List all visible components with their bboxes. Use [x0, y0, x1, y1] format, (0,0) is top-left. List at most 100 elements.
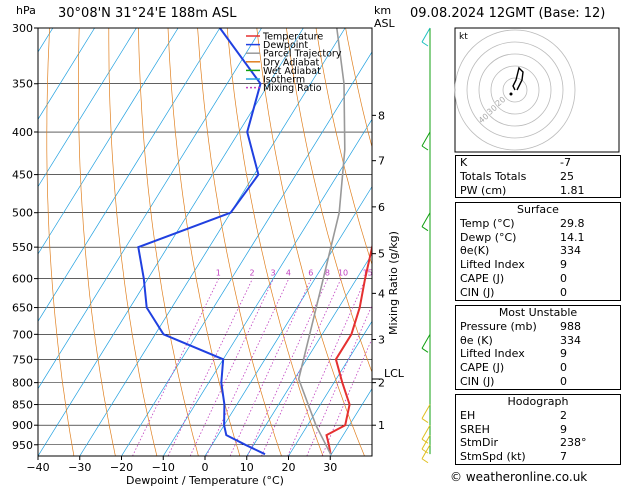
hodograph-frame: [454, 27, 620, 153]
dry-adiabat-line: [197, 28, 282, 456]
wind-barb: [421, 347, 429, 353]
table-row: Lifted Index 9: [456, 258, 620, 272]
row-value: -7: [560, 156, 571, 169]
mixing-ratio-label: 3: [270, 269, 275, 278]
row-label: Totals Totals: [460, 169, 527, 183]
mixing-ratio-axis-label: Mixing Ratio (g/kg): [387, 231, 400, 335]
pressure-label: 600: [12, 273, 33, 286]
table-title: Hodograph: [507, 395, 569, 408]
km-label: 8: [378, 109, 385, 122]
table-row: StmSpd (kt) 7: [456, 450, 620, 464]
legend-item: Dry Adiabat: [263, 57, 320, 68]
pressure-label: 350: [12, 78, 33, 91]
dry-adiabat-line: [286, 28, 372, 374]
row-value: 2: [560, 408, 567, 422]
row-label: θe(K): [460, 244, 490, 258]
isotherm-line: [79, 28, 346, 456]
pressure-label: 700: [12, 328, 33, 341]
isotherm-line: [38, 28, 262, 390]
legend-item: Dewpoint: [263, 40, 308, 51]
table-row: Temp (°C) 29.8: [456, 217, 620, 231]
row-label: CIN (J): [460, 285, 495, 299]
table-row: Dewp (°C) 14.1: [456, 231, 620, 245]
temp-label: −30: [68, 461, 91, 474]
mixing-ratio-label: 10: [338, 269, 348, 278]
table-title: Surface: [517, 203, 559, 216]
mixing-ratio-line: [321, 337, 372, 456]
dry-adiabat-line: [226, 28, 324, 456]
datetime-title: 09.08.2024 12GMT (Base: 12): [410, 6, 606, 21]
isotherm-line: [0, 28, 11, 456]
row-label: CIN (J): [460, 374, 495, 388]
row-value: 14.1: [560, 230, 585, 244]
mixing-ratio-label: 2: [250, 269, 255, 278]
km-label: 5: [378, 248, 385, 261]
temp-label: 20: [282, 461, 296, 474]
isotherm-line: [38, 28, 95, 120]
isotherm-line: [288, 320, 372, 456]
isotherm-line: [38, 28, 304, 456]
dry-adiabat-line: [108, 28, 158, 456]
row-label: Lifted Index: [460, 347, 525, 361]
isotherm-line: [204, 185, 372, 456]
row-label: Pressure (mb): [460, 319, 537, 333]
dry-adiabat-line: [167, 28, 241, 456]
series-parcel-trajectory: [297, 28, 346, 455]
mixing-ratio-line: [229, 278, 312, 456]
row-value: 9: [560, 258, 567, 272]
pressure-label: 900: [12, 419, 33, 432]
pressure-label: 450: [12, 169, 33, 182]
dry-adiabat-line: [78, 28, 116, 456]
lcl-label: LCL: [384, 367, 405, 380]
wind-barb: [421, 212, 431, 227]
hodograph-unit-label: kt: [459, 32, 468, 42]
row-label: θe (K): [460, 333, 493, 347]
km-label: 4: [378, 287, 385, 300]
temp-label: 30: [323, 461, 337, 474]
km-label: 3: [378, 333, 385, 346]
wind-barb: [421, 438, 429, 444]
row-value: 334: [560, 244, 581, 258]
temp-label: 10: [240, 461, 254, 474]
location-title: 30°08'N 31°24'E 188m ASL: [58, 6, 237, 21]
table-row: CIN (J) 0: [456, 375, 620, 389]
most-unstable-table: Most Unstable Pressure (mb) 988 θe (K) 334 Li…: [455, 305, 621, 390]
wind-barb: [421, 334, 431, 349]
row-value: 9: [560, 347, 567, 361]
hpa-unit-label: hPa: [16, 4, 36, 17]
pressure-label: 800: [12, 377, 33, 390]
table-row: K -7: [456, 156, 620, 170]
wind-barb: [421, 434, 431, 450]
mixing-ratio-line: [261, 278, 342, 456]
storm-motion-marker: [509, 92, 513, 96]
km-label: 2: [378, 377, 385, 390]
row-label: StmSpd (kt): [460, 450, 526, 464]
legend-item: Isotherm: [263, 75, 305, 86]
legend-item: Temperature: [262, 32, 323, 43]
hodograph-ring: [454, 29, 576, 151]
series-dewpoint: [137, 28, 266, 456]
hodograph-table: Hodograph EH 2 SREH 9 StmDir 238° StmSpd (kt) 7: [455, 394, 621, 465]
pressure-label: 550: [12, 241, 33, 254]
temp-label: −40: [26, 461, 49, 474]
km-label: 7: [378, 155, 385, 168]
km-label: 1: [378, 419, 385, 432]
row-label: StmDir: [460, 436, 499, 450]
wind-barb: [421, 448, 429, 454]
pressure-label: 300: [12, 22, 33, 35]
row-value: 0: [560, 361, 567, 375]
wind-barb: [421, 226, 429, 232]
table-row: Lifted Index 9: [456, 347, 620, 361]
row-value: 988: [560, 319, 581, 333]
isotherm-line: [38, 28, 179, 255]
row-value: 334: [560, 333, 581, 347]
wind-barb: [421, 145, 429, 151]
pressure-label: 500: [12, 207, 33, 220]
pressure-label: 950: [12, 439, 33, 452]
x-axis-label: Dewpoint / Temperature (°C): [126, 474, 284, 486]
row-label: Dewp (°C): [460, 230, 517, 244]
km-label: 6: [378, 201, 385, 214]
row-value: 7: [560, 450, 567, 464]
row-label: CAPE (J): [460, 271, 505, 285]
table-row: PW (cm) 1.81: [456, 184, 620, 198]
